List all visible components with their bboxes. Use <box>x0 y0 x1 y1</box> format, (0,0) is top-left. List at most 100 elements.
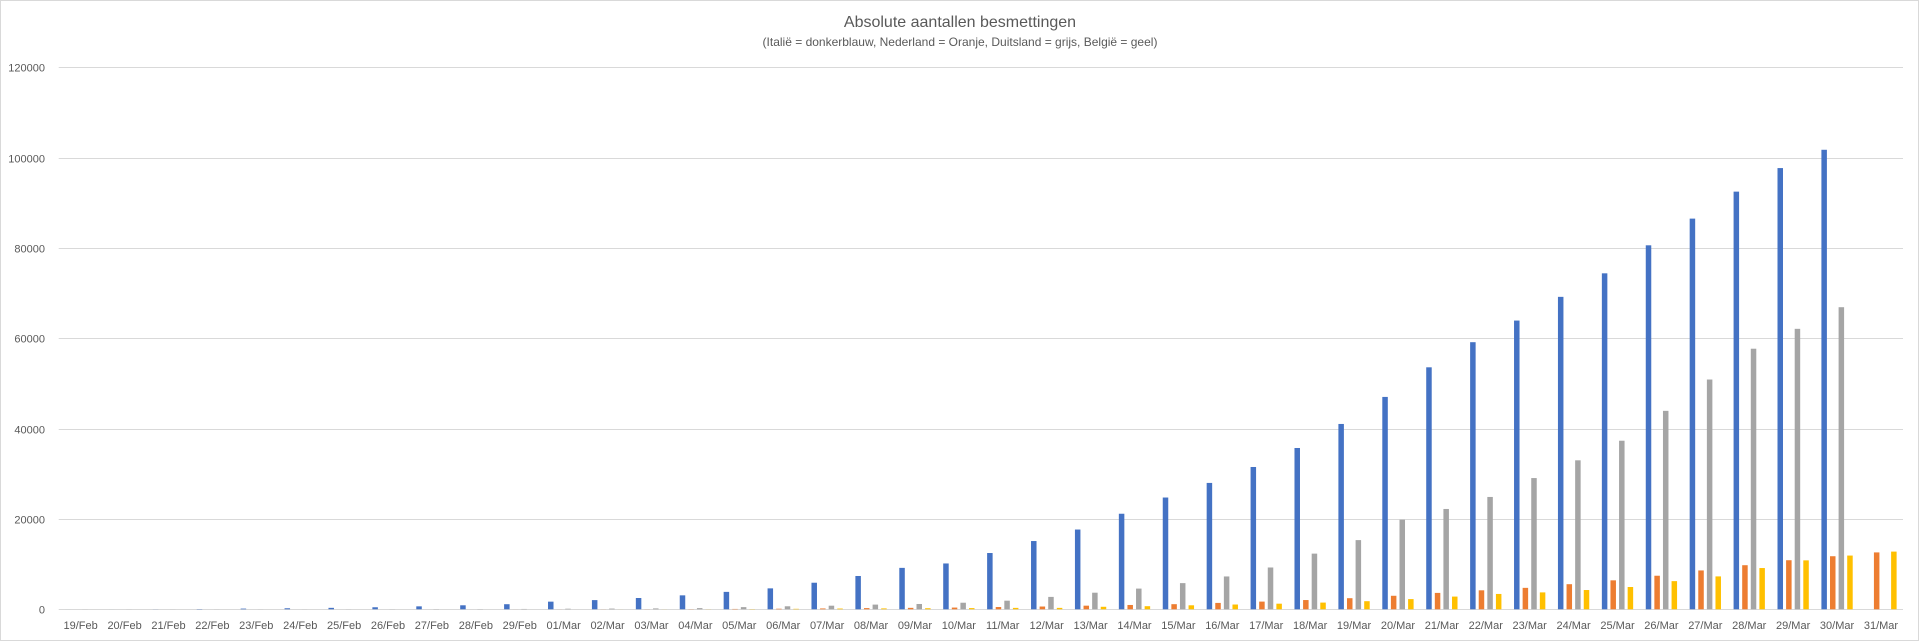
x-tick-label: 16/Mar <box>1205 620 1240 632</box>
bar-series-2 <box>863 608 870 610</box>
x-tick-label: 14/Mar <box>1117 620 1152 632</box>
x-tick-label: 25/Feb <box>327 620 361 632</box>
chart-title: Absolute aantallen besmettingen <box>844 14 1076 31</box>
bar-series-2 <box>1259 601 1265 610</box>
x-tick-label: 28/Mar <box>1732 620 1767 632</box>
x-tick-label: 30/Mar <box>1820 620 1855 632</box>
bar-series-2 <box>1390 595 1397 610</box>
x-tick-label: 05/Mar <box>722 620 757 632</box>
bar-series-1 <box>1601 273 1608 610</box>
bar-series-1 <box>460 605 466 610</box>
y-tick-label: 20000 <box>14 515 45 527</box>
bar-series-1 <box>1821 149 1827 610</box>
bar-series-3 <box>696 608 703 610</box>
bar-series-3 <box>1838 307 1845 610</box>
bar-series-1 <box>635 597 642 610</box>
bar-series-3 <box>1223 576 1230 610</box>
bar-series-4 <box>1188 605 1195 610</box>
x-tick-label: 03/Mar <box>634 620 669 632</box>
bar-series-1 <box>240 608 247 610</box>
bar-series-1 <box>811 582 817 610</box>
bar-series-1 <box>1031 541 1037 610</box>
bar-series-3 <box>1267 567 1274 610</box>
bar-series-4 <box>1539 592 1546 610</box>
y-tick-label: 120000 <box>8 63 45 75</box>
bar-series-2 <box>1873 552 1880 610</box>
bar-series-3 <box>1179 583 1186 610</box>
bar-series-3 <box>653 608 659 610</box>
x-tick-label: 23/Mar <box>1513 620 1548 632</box>
x-tick-label: 07/Mar <box>810 620 845 632</box>
gridlines <box>58 67 1903 610</box>
bar-series-1 <box>1426 367 1432 610</box>
bar-series-2 <box>776 608 782 610</box>
bar-series-2 <box>1303 600 1309 610</box>
bar-series-1 <box>1689 218 1696 610</box>
bar-series-4 <box>1891 551 1897 610</box>
y-tick-label: 80000 <box>14 244 45 256</box>
bar-series-3 <box>1487 496 1493 610</box>
bar-series-3 <box>1004 600 1010 610</box>
bar-series-1 <box>943 563 949 610</box>
bar-series-2 <box>1786 560 1792 610</box>
bar-series-1 <box>1250 466 1257 610</box>
y-tick-label: 0 <box>39 605 45 617</box>
bar-series-2 <box>995 607 1002 610</box>
bar-series-1 <box>723 591 730 610</box>
bar-series-1 <box>1294 447 1300 610</box>
bar-series-4 <box>1364 601 1370 610</box>
bar-series-3 <box>609 608 615 610</box>
bar-series-3 <box>740 607 747 610</box>
x-tick-label: 13/Mar <box>1073 620 1108 632</box>
bar-series-3 <box>565 608 571 610</box>
x-tick-label: 23/Feb <box>239 620 273 632</box>
bar-series-4 <box>1232 604 1238 610</box>
x-tick-label: 01/Mar <box>547 620 582 632</box>
bar-series-3 <box>872 604 879 610</box>
bar-series-2 <box>1083 605 1090 610</box>
x-tick-label: 22/Mar <box>1469 620 1504 632</box>
bar-series-1 <box>1382 396 1388 610</box>
bar-series-3 <box>916 603 922 610</box>
bar-series-2 <box>1698 570 1704 610</box>
bar-series-4 <box>1100 606 1107 610</box>
bar-series-2 <box>1039 606 1046 610</box>
bar-series-2 <box>1830 556 1836 610</box>
bar-series-4 <box>1627 587 1634 610</box>
bar-series-1 <box>1557 296 1564 610</box>
bar-series-3 <box>960 602 966 610</box>
x-tick-label: 15/Mar <box>1161 620 1196 632</box>
x-tick-label: 19/Mar <box>1337 620 1372 632</box>
bar-series-4 <box>1452 596 1458 610</box>
x-tick-label: 21/Mar <box>1425 620 1460 632</box>
x-tick-label: 28/Feb <box>459 620 493 632</box>
bar-series-1 <box>679 595 686 610</box>
bar-series-2 <box>1346 598 1353 610</box>
bar-series-4 <box>1144 606 1151 610</box>
x-tick-label: 26/Feb <box>371 620 405 632</box>
bar-series-2 <box>820 608 826 610</box>
x-tick-label: 02/Mar <box>590 620 625 632</box>
bar-series-1 <box>1206 482 1213 610</box>
bar-series-2 <box>1610 580 1616 610</box>
bar-series-1 <box>328 607 334 610</box>
bar-series-3 <box>1706 379 1713 610</box>
x-tick-label: 20/Feb <box>107 620 141 632</box>
bar-series-3 <box>1443 508 1449 610</box>
bar-series-1 <box>1777 168 1783 610</box>
x-tick-label: 04/Mar <box>678 620 713 632</box>
bar-series-2 <box>1478 590 1485 610</box>
bar-series-4 <box>1715 576 1721 610</box>
bar-series-4 <box>925 608 931 610</box>
bar-series-3 <box>1750 348 1757 610</box>
x-tick-label: 20/Mar <box>1381 620 1416 632</box>
bar-series-4 <box>837 608 843 610</box>
bar-series-4 <box>1583 590 1590 610</box>
x-axis: 19/Feb 20/Feb 21/Feb 22/Feb 23/Feb 24/Feb 25/F… <box>64 620 1899 632</box>
bar-series-4 <box>1276 603 1282 610</box>
bar-series-2 <box>1742 565 1748 610</box>
bar-series-4 <box>1803 560 1809 610</box>
bar-series-1 <box>1338 423 1344 610</box>
bar-series-2 <box>907 607 914 610</box>
x-tick-label: 26/Mar <box>1644 620 1679 632</box>
